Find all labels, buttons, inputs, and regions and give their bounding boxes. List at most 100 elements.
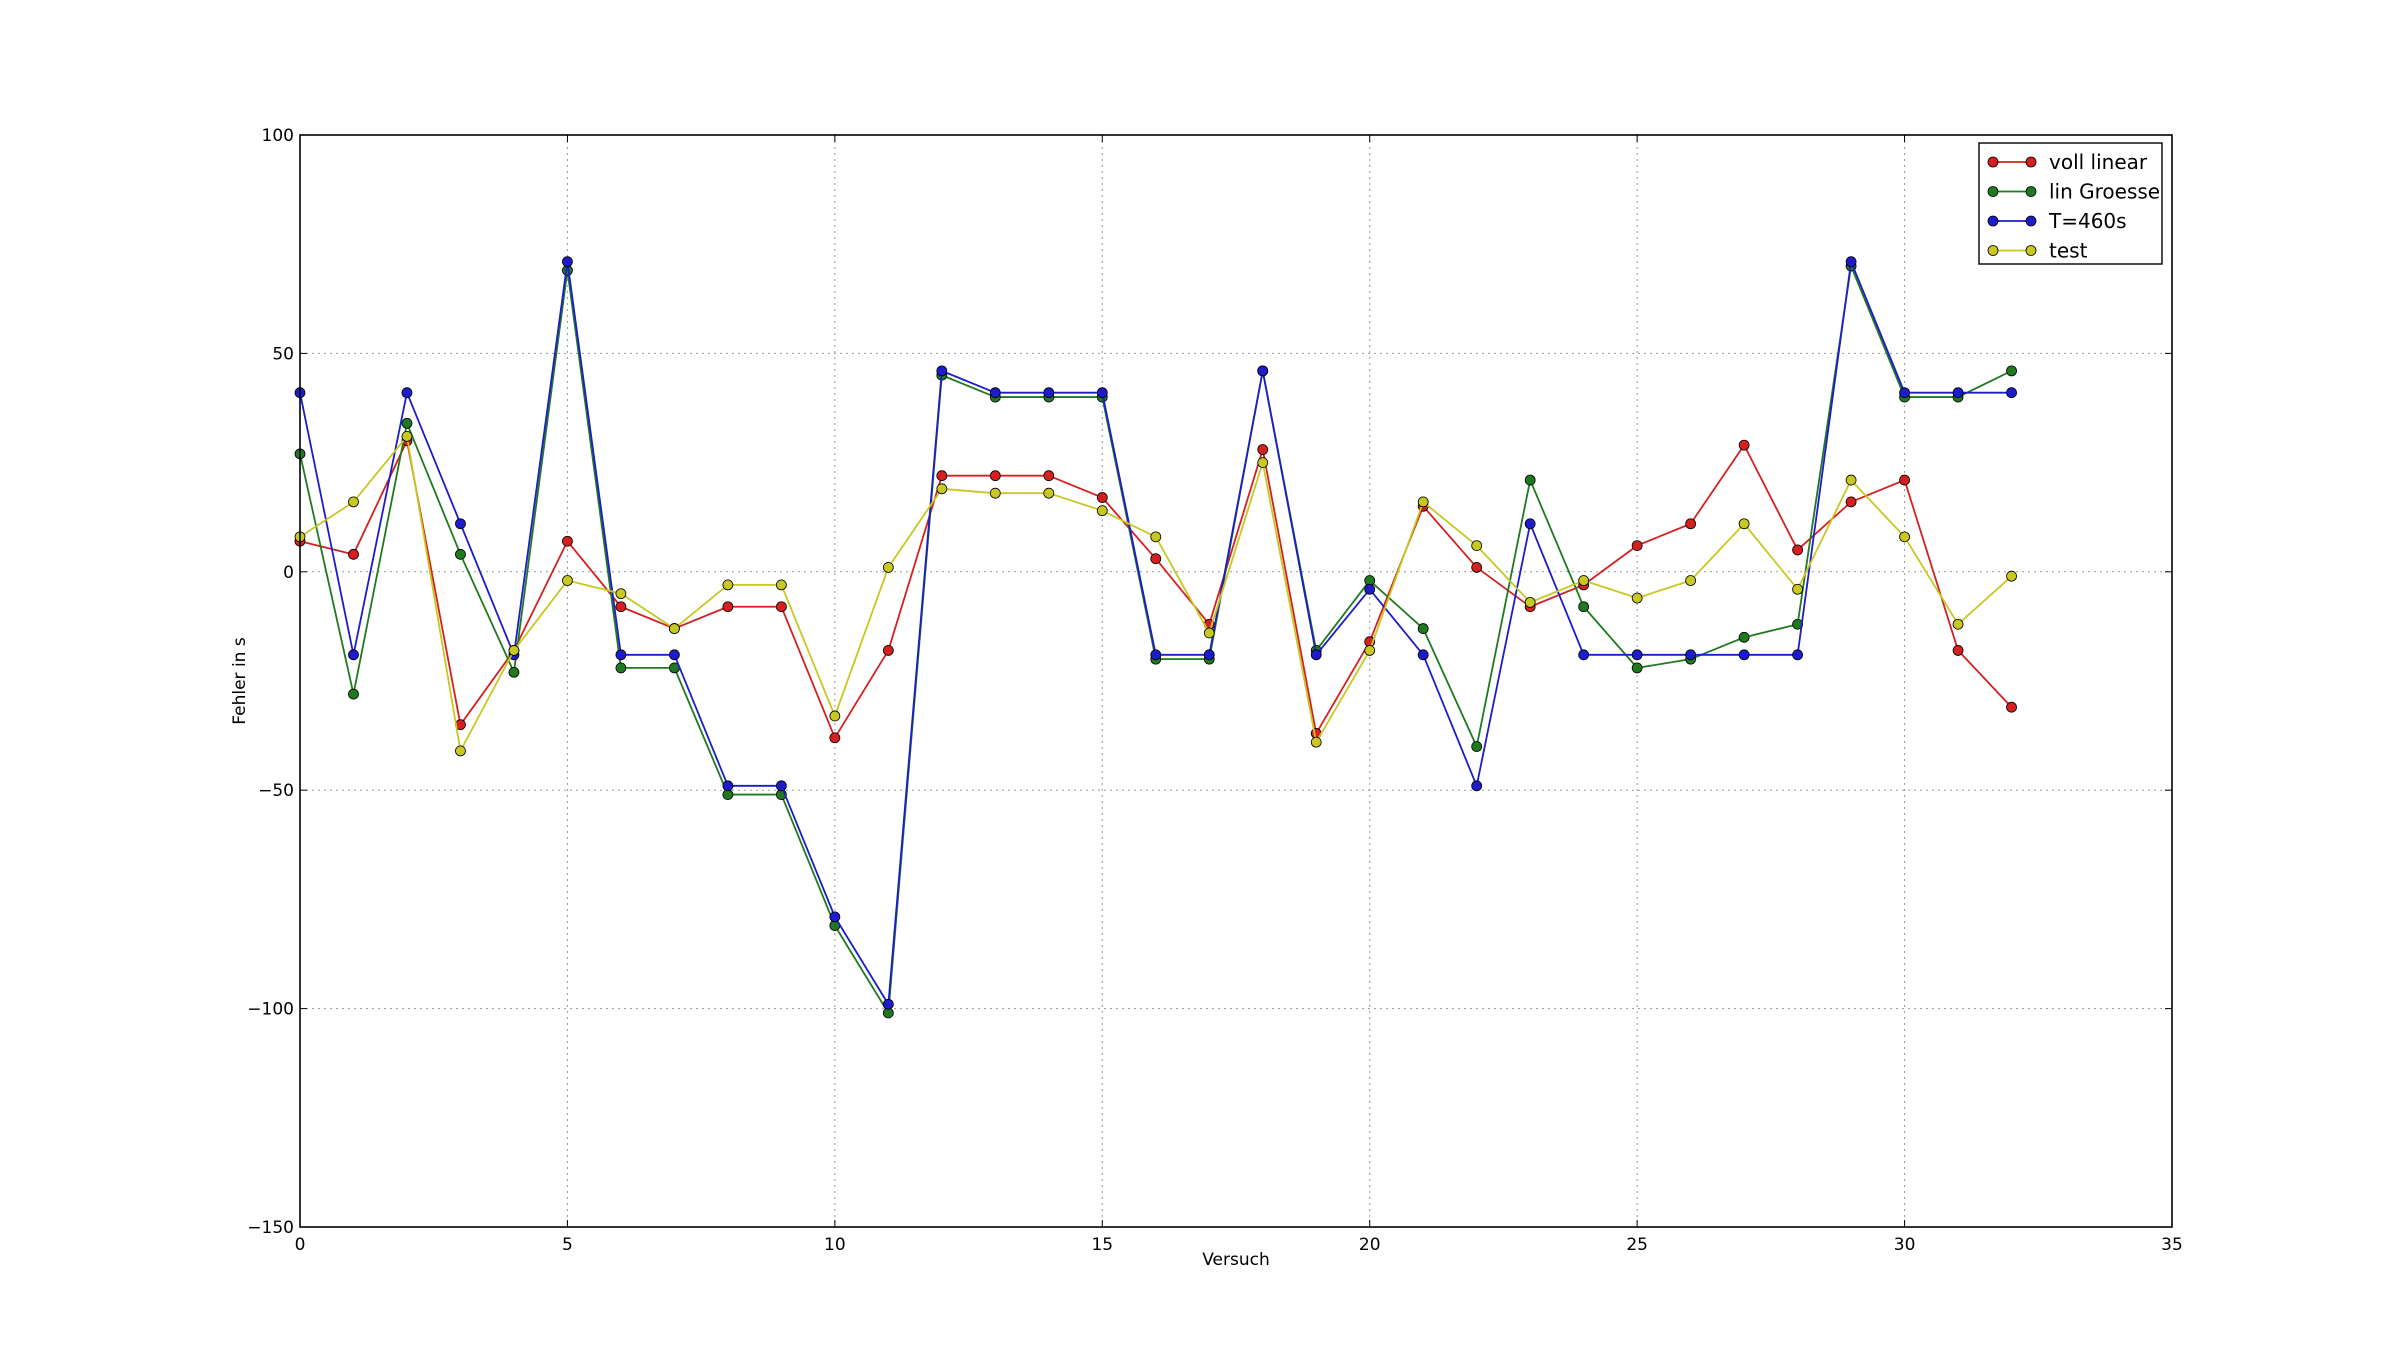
data-point <box>1096 505 1108 517</box>
data-point <box>615 662 627 674</box>
x-tick-label: 5 <box>562 1235 573 1255</box>
data-point <box>1578 601 1590 613</box>
data-point <box>1738 439 1750 451</box>
data-point <box>1845 256 1857 268</box>
data-point <box>1310 649 1322 661</box>
data-point <box>1043 470 1055 482</box>
data-point <box>615 588 627 600</box>
data-point <box>1257 457 1269 469</box>
y-tick-label: −100 <box>247 1000 294 1020</box>
data-point <box>1096 387 1108 399</box>
series-test <box>294 430 2017 757</box>
data-point <box>1203 627 1215 639</box>
data-point <box>1257 365 1269 377</box>
data-point <box>722 601 734 613</box>
data-point <box>348 688 359 700</box>
data-point <box>1471 780 1483 792</box>
x-tick-label: 10 <box>824 1235 846 1255</box>
data-point <box>829 710 841 722</box>
legend-marker <box>1987 156 1999 168</box>
data-point <box>562 535 573 547</box>
x-tick-label: 35 <box>2161 1235 2183 1255</box>
data-point <box>1631 662 1643 674</box>
y-axis-label: Fehler in s <box>230 637 250 725</box>
data-point <box>829 732 841 744</box>
data-point <box>722 579 734 591</box>
data-point <box>936 483 948 495</box>
data-point <box>615 601 627 613</box>
data-point <box>882 562 894 573</box>
data-point <box>989 387 1001 399</box>
data-point <box>1310 736 1322 748</box>
data-point <box>1150 553 1162 565</box>
data-point <box>936 470 948 482</box>
data-point <box>936 365 948 377</box>
data-point <box>508 666 520 678</box>
data-point <box>989 487 1001 499</box>
data-point <box>1738 631 1750 643</box>
legend-label: lin Groesse <box>2049 180 2160 204</box>
data-point <box>775 601 787 613</box>
legend-marker <box>1987 215 1999 227</box>
data-point <box>775 780 787 792</box>
data-point <box>1631 540 1643 551</box>
x-tick-label: 15 <box>1091 1235 1113 1255</box>
y-tick-label: 0 <box>283 563 294 583</box>
x-tick-label: 25 <box>1626 1235 1648 1255</box>
data-point <box>1899 474 1910 486</box>
data-point <box>1043 487 1055 499</box>
data-point <box>401 387 413 399</box>
data-point <box>348 548 359 560</box>
data-point <box>1899 531 1910 543</box>
data-point <box>1792 544 1803 556</box>
data-point <box>722 780 734 792</box>
legend-marker <box>2025 215 2037 227</box>
data-point <box>1524 596 1536 608</box>
data-point <box>1578 575 1590 586</box>
data-point <box>348 649 359 661</box>
data-point <box>1578 649 1590 661</box>
data-point <box>1845 474 1857 486</box>
data-point <box>1150 649 1162 661</box>
data-point <box>1738 649 1750 661</box>
data-point <box>1096 492 1108 503</box>
plot-frame <box>299 134 2173 1228</box>
data-point <box>1043 387 1055 399</box>
legend-label: T=460s <box>2048 209 2127 233</box>
data-point <box>508 645 520 656</box>
data-point <box>669 649 680 661</box>
data-point <box>1417 496 1429 508</box>
x-tick-label: 0 <box>295 1235 306 1255</box>
data-point <box>1524 518 1536 530</box>
data-point <box>1471 562 1483 573</box>
data-point <box>455 548 466 560</box>
data-point <box>1952 618 1964 630</box>
data-point <box>2006 701 2017 713</box>
data-point <box>1685 575 1697 586</box>
data-point <box>1524 474 1536 486</box>
data-point <box>1845 496 1857 508</box>
data-point <box>1738 518 1750 530</box>
data-point <box>401 430 413 442</box>
data-point <box>1364 583 1376 595</box>
legend-marker <box>1987 245 1999 256</box>
legend-box <box>1978 142 2163 265</box>
data-point <box>1952 645 1964 656</box>
data-point <box>1952 387 1964 399</box>
data-point <box>455 518 466 530</box>
x-tick-label: 30 <box>1894 1235 1916 1255</box>
data-point <box>1792 649 1803 661</box>
data-point <box>1257 444 1269 455</box>
data-point <box>1631 649 1643 661</box>
data-point <box>1150 531 1162 543</box>
data-point <box>2006 387 2017 399</box>
data-point <box>455 745 466 757</box>
data-point <box>882 998 894 1010</box>
x-axis-label: Versuch <box>1202 1250 1270 1270</box>
data-point <box>1417 623 1429 634</box>
legend-marker <box>2025 245 2037 256</box>
legend-label: test <box>2049 239 2088 263</box>
data-point <box>669 623 680 634</box>
legend: voll linear lin Groesse T=460s test <box>1978 142 2163 265</box>
